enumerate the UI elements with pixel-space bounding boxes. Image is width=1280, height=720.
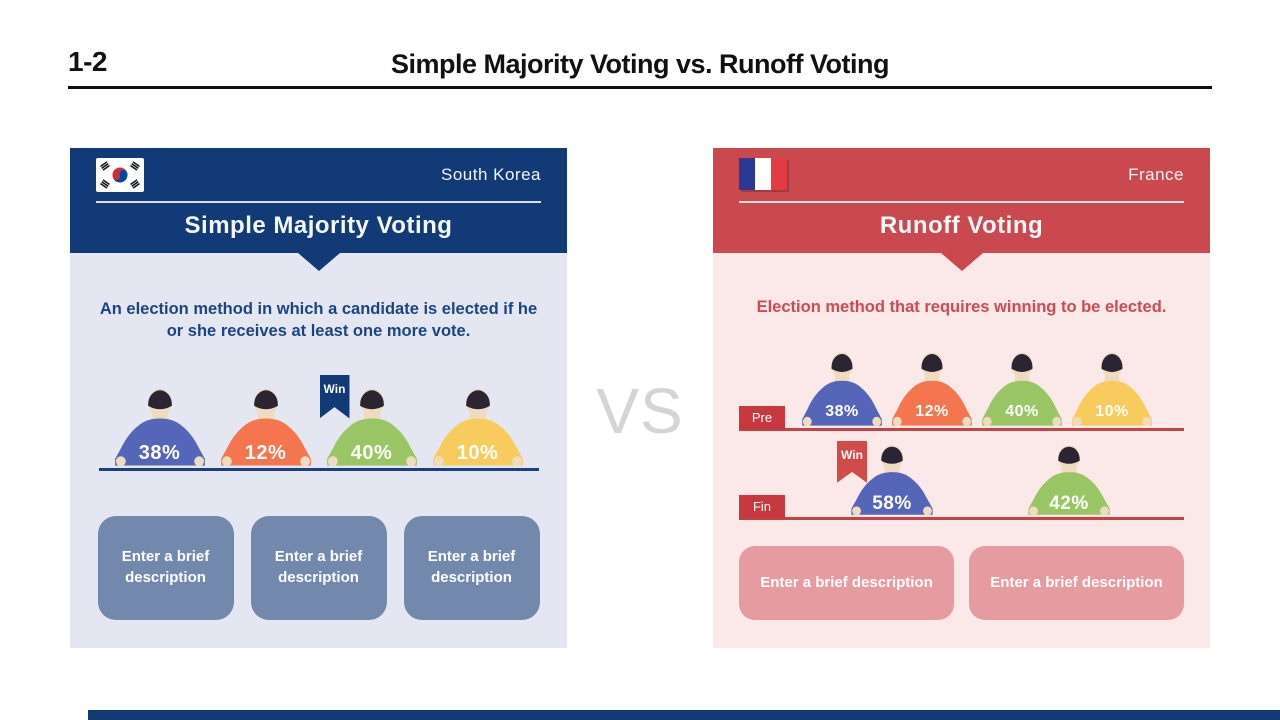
round-baseline: [739, 516, 1184, 520]
candidate-figure: 40%: [975, 348, 1069, 428]
description-box[interactable]: Enter a brief description: [97, 515, 234, 620]
description-boxes-row: Enter a brief description Enter a brief …: [96, 515, 541, 620]
candidate-figure-winner: Win 58%: [837, 440, 940, 517]
title-divider: [68, 86, 1212, 89]
baseline: [98, 467, 539, 471]
description-box[interactable]: Enter a brief description: [403, 515, 540, 620]
method-title: Runoff Voting: [879, 212, 1044, 239]
description-box[interactable]: Enter a brief description: [250, 515, 387, 620]
final-round-badge: Fin: [739, 494, 785, 519]
candidate-figure: 10%: [1065, 348, 1159, 428]
round-baseline: [739, 427, 1184, 431]
vote-percentage: 38%: [138, 441, 181, 464]
vote-percentage: 42%: [1049, 492, 1089, 514]
simple-majority-header: South Korea Simple Majority Voting: [70, 148, 567, 271]
south-korea-flag-icon: [96, 158, 144, 192]
method-description: An election method in which a candidate …: [99, 300, 538, 340]
france-flag-icon: [739, 158, 789, 192]
candidates-row: 38% 12% Win 40% 10%: [96, 374, 541, 468]
runoff-panel: France Runoff Voting Election method tha…: [713, 148, 1210, 648]
vote-percentage: 10%: [1095, 402, 1129, 420]
country-label: South Korea: [440, 165, 541, 184]
pointer-down-arrow: [297, 253, 340, 271]
runoff-header: France Runoff Voting: [713, 148, 1210, 271]
country-label: France: [1128, 165, 1184, 184]
method-description: Election method that requires winning to…: [756, 298, 1167, 316]
page-title: Simple Majority Voting vs. Runoff Voting: [391, 49, 890, 79]
simple-majority-panel: South Korea Simple Majority Voting An el…: [70, 148, 567, 648]
description-boxes-row: Enter a brief description Enter a brief …: [739, 545, 1184, 620]
vote-percentage: 10%: [456, 441, 499, 464]
preliminary-round-row: 38% 12% 40% 10% Pre: [739, 348, 1184, 431]
candidate-figure: 42%: [1021, 441, 1117, 517]
vote-percentage: 58%: [872, 492, 912, 514]
candidate-figure-winner: Win 40%: [319, 374, 425, 468]
header-divider: [739, 201, 1184, 203]
method-title: Simple Majority Voting: [184, 212, 453, 239]
candidate-figure: 12%: [885, 348, 979, 428]
header-divider: [96, 201, 541, 203]
candidate-figure: 38%: [107, 384, 213, 468]
vote-percentage: 12%: [244, 441, 287, 464]
candidate-figure: 10%: [425, 384, 531, 468]
pointer-down-arrow: [940, 253, 983, 271]
runoff-body: Election method that requires winning to…: [713, 253, 1210, 648]
slide-number: 1-2: [68, 46, 107, 77]
final-round-row: Win 58% 42% Fin: [739, 440, 1184, 520]
candidate-figure: 12%: [213, 384, 319, 468]
candidate-figure: 38%: [795, 348, 889, 428]
preliminary-round-badge: Pre: [739, 405, 785, 430]
description-box[interactable]: Enter a brief description: [739, 545, 954, 620]
vote-percentage: 40%: [1005, 402, 1039, 420]
footer-bar: [88, 710, 1280, 720]
vote-percentage: 40%: [350, 441, 393, 464]
vote-percentage: 12%: [915, 402, 949, 420]
simple-majority-body: An election method in which a candidate …: [70, 253, 567, 648]
description-box[interactable]: Enter a brief description: [969, 545, 1184, 620]
vs-label: VS: [596, 375, 684, 447]
vote-percentage: 38%: [825, 402, 859, 420]
